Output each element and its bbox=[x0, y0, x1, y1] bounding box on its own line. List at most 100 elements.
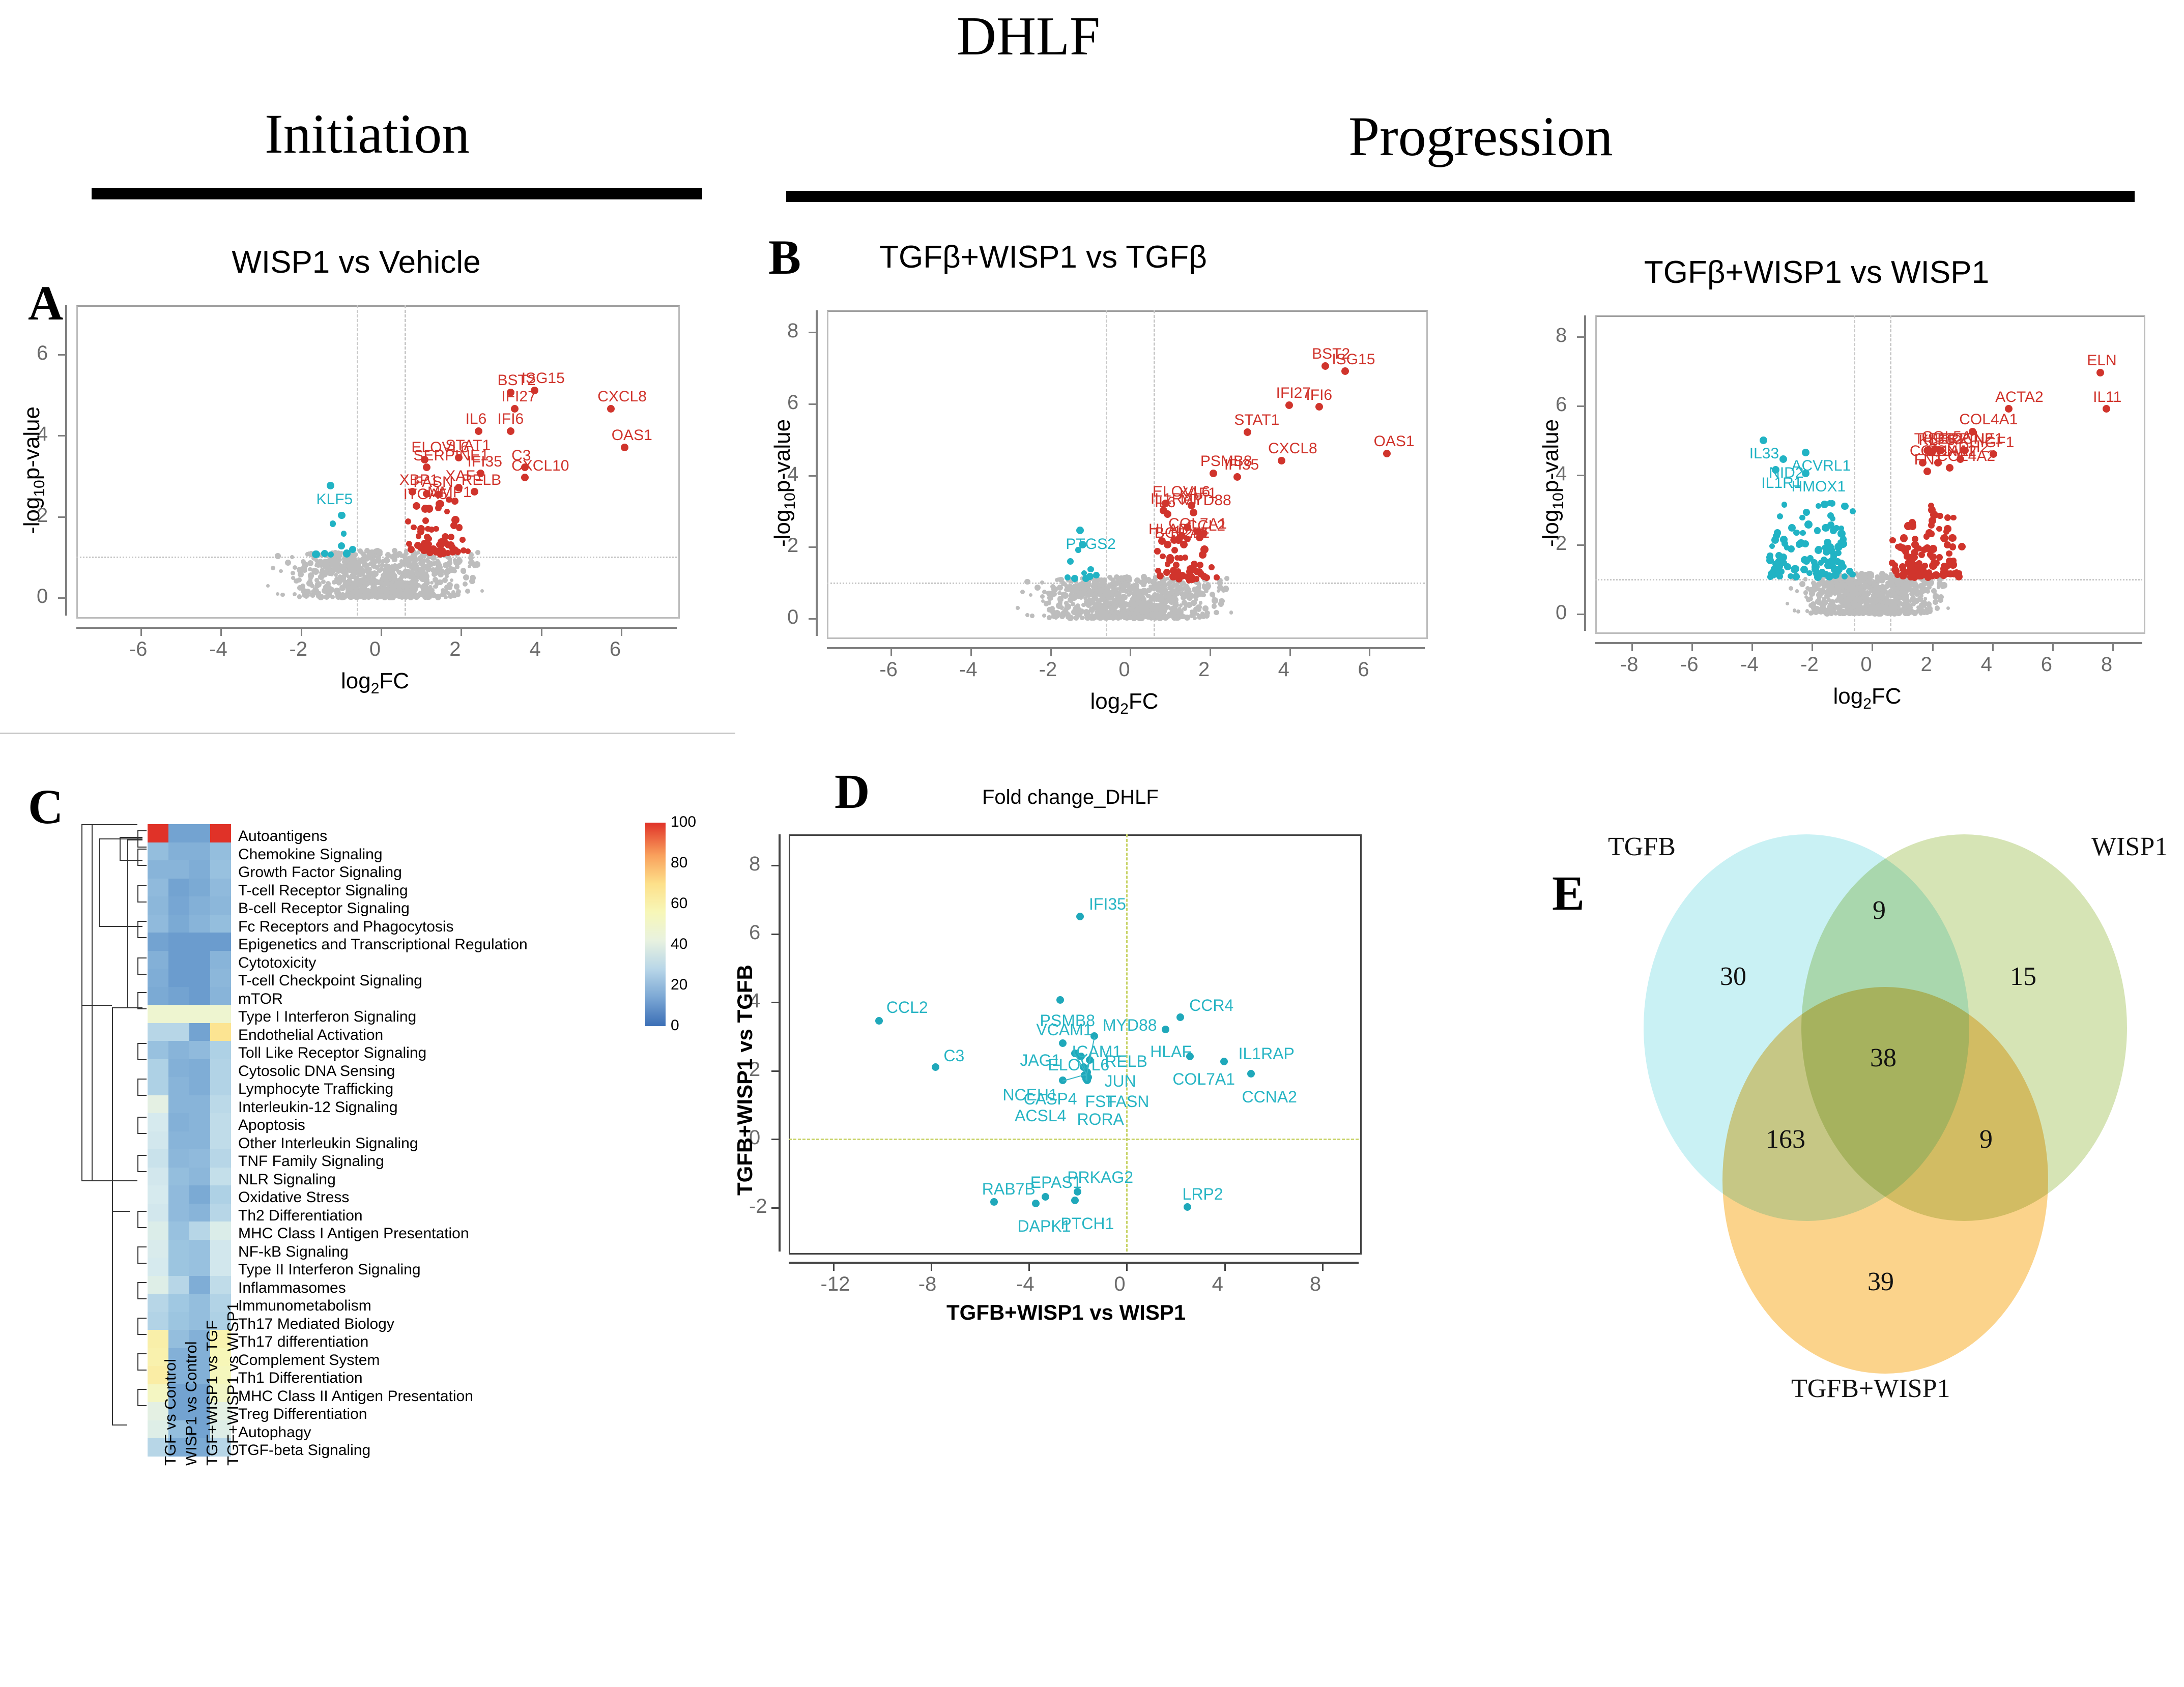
dendrogram-branch bbox=[137, 1171, 147, 1172]
panel-letter-a: A bbox=[28, 276, 64, 330]
data-point-ns bbox=[453, 584, 460, 590]
data-point-up bbox=[1925, 529, 1933, 537]
data-point-ns bbox=[396, 579, 402, 585]
y-tick-label: 6 bbox=[749, 921, 761, 944]
gene-label-ITGA5: ITGA5 bbox=[403, 485, 448, 503]
heatmap-row-label: T-cell Receptor Signaling bbox=[238, 882, 408, 899]
y-tick bbox=[771, 1070, 779, 1072]
data-point-down bbox=[1784, 563, 1791, 570]
data-point-ns bbox=[301, 588, 307, 594]
data-point-ns bbox=[450, 567, 456, 573]
gene-label-ACSL4: ACSL4 bbox=[1015, 1106, 1067, 1125]
data-point-ns bbox=[1040, 580, 1044, 585]
dendrogram-branch bbox=[92, 824, 93, 1180]
data-point-down bbox=[1087, 566, 1094, 573]
dendrogram-branch bbox=[137, 901, 147, 903]
data-point-ns bbox=[1808, 591, 1815, 597]
data-point-ns bbox=[385, 563, 391, 570]
heatmap-cell bbox=[210, 1239, 231, 1258]
heatmap-row-label: Interleukin-12 Signaling bbox=[238, 1098, 398, 1116]
data-point-down bbox=[1800, 530, 1806, 536]
data-point-ns bbox=[1150, 613, 1155, 618]
heatmap-cell bbox=[189, 950, 210, 969]
heatmap-cell bbox=[148, 914, 168, 933]
y-tick bbox=[771, 865, 779, 867]
dendrogram-branch bbox=[137, 992, 138, 1008]
data-point-ns bbox=[308, 550, 314, 557]
panel-a-title: WISP1 vs Vehicle bbox=[232, 245, 481, 280]
heatmap-cell bbox=[168, 1275, 189, 1294]
dendrogram-branch bbox=[137, 1117, 138, 1133]
dendrogram-branch bbox=[137, 1405, 147, 1406]
y-tick bbox=[771, 1207, 779, 1209]
data-point-ns bbox=[340, 574, 346, 580]
data-point-up bbox=[451, 515, 459, 524]
data-point-ns bbox=[1193, 595, 1198, 600]
data-point-ns bbox=[1132, 601, 1139, 608]
volcano-plot-c: ELN IL11 ACTA2 COL4A1 COL5A1 THBS2 SERPINE1 CCN… bbox=[1506, 295, 2183, 743]
data-point-ns bbox=[1165, 576, 1169, 581]
gene-label-CCL2: CCL2 bbox=[886, 998, 928, 1017]
heatmap-cell bbox=[210, 1131, 231, 1150]
data-point-ns bbox=[320, 568, 325, 573]
x-tick-label: -8 bbox=[918, 1273, 937, 1295]
heatmap-cell bbox=[168, 1203, 189, 1222]
data-point-ns bbox=[404, 548, 408, 554]
heatmap-cell bbox=[189, 986, 210, 1005]
data-point-ns bbox=[391, 547, 398, 554]
data-point-ns bbox=[440, 592, 446, 597]
venn-count-163: 163 bbox=[1766, 1125, 1805, 1154]
dendrogram-branch bbox=[137, 1353, 138, 1370]
x-tick-label: 6 bbox=[609, 638, 621, 660]
gene-label-ELN: ELN bbox=[2087, 352, 2117, 369]
heatmap-row-label: Oxidative Stress bbox=[238, 1189, 350, 1206]
data-point-ns bbox=[1074, 615, 1079, 621]
heatmap-cell bbox=[148, 933, 168, 951]
x-axis-title: log2FC bbox=[1090, 689, 1159, 717]
data-point-ns bbox=[1867, 579, 1873, 585]
heatmap-row-label: Complement System bbox=[238, 1351, 380, 1369]
heatmap-cell bbox=[148, 1221, 168, 1240]
heatmap-cell bbox=[189, 969, 210, 987]
data-point-ns bbox=[1212, 597, 1218, 604]
heatmap-row-label: B-cell Receptor Signaling bbox=[238, 900, 410, 917]
dendrogram-branch bbox=[120, 837, 121, 860]
heatmap-cell bbox=[189, 933, 210, 951]
heatmap-cell bbox=[189, 842, 210, 861]
x-tick bbox=[1126, 1264, 1128, 1271]
data-point-down-labeled bbox=[1779, 455, 1787, 463]
y-reference-line bbox=[789, 1139, 1359, 1141]
heatmap-cell bbox=[168, 860, 189, 879]
data-point-ns bbox=[311, 556, 317, 561]
heatmap-cell bbox=[189, 1275, 210, 1294]
gene-label-HLAF: HLAF bbox=[1150, 1042, 1192, 1061]
data-point-up bbox=[1904, 559, 1912, 567]
data-point-ns bbox=[1899, 591, 1904, 596]
heatmap-row-label: Autoantigens bbox=[238, 828, 328, 845]
data-point-ns bbox=[442, 589, 448, 595]
data-point-down bbox=[1071, 574, 1079, 582]
x-tick bbox=[540, 629, 542, 636]
data-point-ns bbox=[1106, 584, 1111, 589]
data-point-ns bbox=[1829, 583, 1835, 588]
colorbar-tick-80: 80 bbox=[671, 854, 688, 871]
data-point-ns bbox=[388, 594, 394, 600]
x-tick-label: -8 bbox=[1620, 653, 1639, 676]
data-point-ns bbox=[1858, 609, 1862, 614]
data-point-ns bbox=[1817, 587, 1821, 592]
data-point-up bbox=[1160, 553, 1166, 560]
dendrogram-branch bbox=[137, 992, 147, 993]
heatmap-column-label: TGF+WISP1 vs TGF bbox=[203, 1320, 221, 1466]
data-point-ns bbox=[424, 593, 431, 600]
y-tick bbox=[809, 332, 816, 334]
heatmap-cell bbox=[148, 1185, 168, 1204]
data-point-ns bbox=[364, 568, 370, 574]
data-point-ns bbox=[445, 562, 451, 567]
gene-label-IFI27: IFI27 bbox=[501, 388, 536, 405]
dendrogram-branch bbox=[137, 1227, 147, 1228]
heatmap-cell bbox=[168, 1221, 189, 1240]
data-point-down bbox=[1828, 500, 1835, 507]
heatmap-row-label: TGF-beta Signaling bbox=[238, 1442, 371, 1459]
gene-label-COL4A1: COL4A1 bbox=[1959, 411, 2018, 428]
data-point-down bbox=[1829, 527, 1837, 534]
